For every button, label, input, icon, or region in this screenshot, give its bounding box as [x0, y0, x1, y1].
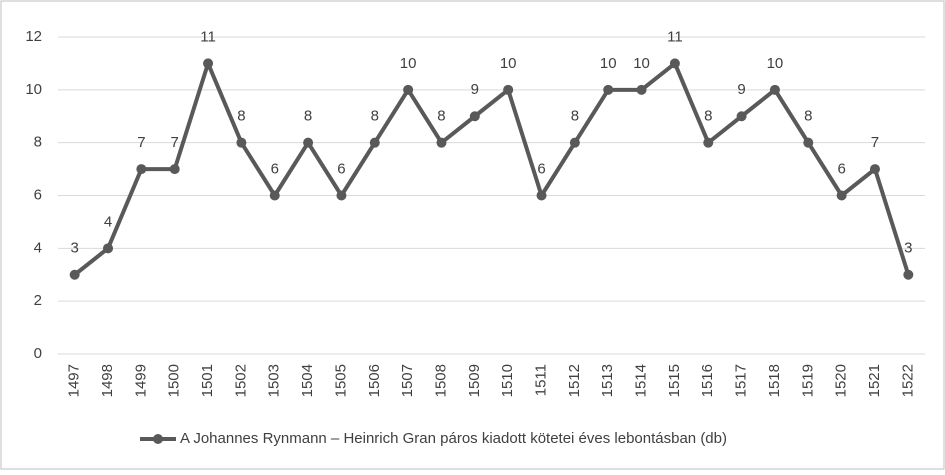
- point: [703, 137, 714, 148]
- x-tick-label: 1501: [199, 364, 216, 397]
- series-line: [73, 61, 911, 277]
- legend-label: A Johannes Rynmann – Heinrich Gran páros…: [180, 430, 727, 447]
- data-label: 6: [271, 160, 279, 177]
- point: [269, 190, 280, 201]
- data-label: 3: [904, 240, 912, 257]
- point: [236, 137, 247, 148]
- x-tick-label: 1517: [733, 364, 750, 397]
- y-tick-label: 4: [34, 239, 42, 256]
- x-tick-label: 1507: [399, 364, 416, 397]
- x-tick-label: 1499: [132, 364, 149, 397]
- y-tick-label: 0: [34, 345, 42, 362]
- data-label: 7: [871, 134, 879, 151]
- data-label: 8: [304, 108, 312, 125]
- point: [69, 269, 80, 280]
- point: [636, 84, 647, 95]
- point: [603, 84, 614, 95]
- y-tick-label: 10: [25, 81, 42, 98]
- data-label: 6: [537, 160, 545, 177]
- point: [336, 190, 347, 201]
- data-label: 7: [137, 134, 145, 151]
- point: [503, 84, 514, 95]
- legend-marker: [153, 434, 163, 444]
- y-tick-label: 6: [34, 186, 42, 203]
- point: [369, 137, 380, 148]
- y-tick-label: 12: [25, 28, 42, 45]
- point: [303, 137, 314, 148]
- x-tick-label: 1505: [332, 364, 349, 397]
- data-label: 10: [767, 55, 784, 72]
- point: [569, 137, 580, 148]
- x-tick-label: 1511: [532, 364, 549, 396]
- data-label: 9: [471, 81, 479, 98]
- data-label: 9: [737, 81, 745, 98]
- data-label: 10: [500, 55, 517, 72]
- point: [836, 190, 847, 201]
- x-tick-label: 1498: [99, 364, 116, 397]
- x-tick-label: 1520: [833, 364, 850, 397]
- data-label: 8: [804, 108, 812, 125]
- point: [736, 111, 747, 122]
- x-tick-label: 1519: [799, 364, 816, 397]
- x-tick-label: 1510: [499, 364, 516, 397]
- x-tick-label: 1516: [699, 364, 716, 397]
- point: [103, 243, 114, 254]
- x-tick-label: 1500: [166, 364, 183, 397]
- x-tick-label: 1518: [766, 364, 783, 397]
- x-tick-label: 1513: [599, 364, 616, 397]
- data-label: 7: [171, 134, 179, 151]
- x-tick-label: 1521: [866, 364, 883, 397]
- x-tick-label: 1522: [899, 364, 916, 397]
- data-label: 8: [704, 108, 712, 125]
- point: [903, 269, 914, 280]
- x-tick-label: 1504: [299, 364, 316, 397]
- point: [803, 137, 814, 148]
- x-tick-label: 1512: [566, 364, 583, 397]
- data-label: 11: [200, 28, 216, 45]
- data-label: 6: [837, 160, 845, 177]
- data-label: 6: [337, 160, 345, 177]
- x-tick-label: 1515: [666, 364, 683, 397]
- x-tick-label: 1514: [633, 364, 650, 397]
- point: [403, 84, 414, 95]
- point: [436, 137, 447, 148]
- x-tick-label: 1503: [266, 364, 283, 397]
- data-label: 10: [633, 55, 650, 72]
- point: [203, 58, 214, 69]
- x-tick-label: 1502: [232, 364, 249, 397]
- y-tick-label: 8: [34, 134, 42, 151]
- data-label: 8: [237, 108, 245, 125]
- point: [136, 164, 147, 175]
- data-label: 8: [571, 108, 579, 125]
- y-tick-label: 2: [34, 292, 42, 309]
- x-tick-label: 1509: [466, 364, 483, 397]
- data-label: 11: [667, 28, 683, 45]
- data-label: 8: [371, 108, 379, 125]
- x-tick-label: 1506: [366, 364, 383, 397]
- point: [469, 111, 480, 122]
- x-tick-label: 1508: [432, 364, 449, 397]
- data-label: 10: [400, 55, 417, 72]
- data-label: 3: [71, 240, 79, 257]
- point: [169, 164, 180, 175]
- x-tick-label: 1497: [66, 364, 83, 397]
- point: [769, 84, 780, 95]
- data-label: 8: [437, 108, 445, 125]
- point: [869, 164, 880, 175]
- data-label: 10: [600, 55, 617, 72]
- data-label: 4: [104, 213, 112, 230]
- point: [536, 190, 547, 201]
- point: [669, 58, 680, 69]
